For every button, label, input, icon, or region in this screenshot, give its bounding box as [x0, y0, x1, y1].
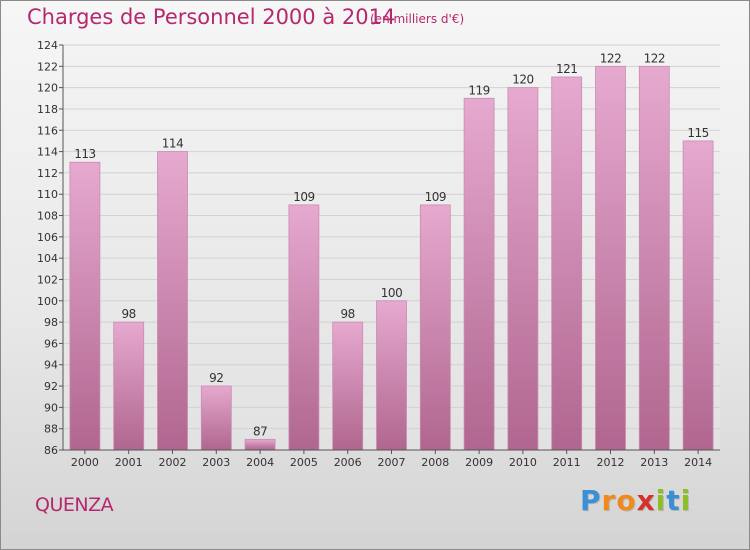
x-tick-label-2014: 2014 [684, 456, 712, 469]
bar-2003 [200, 385, 232, 451]
y-tick-label: 118 [37, 103, 58, 116]
bar-2005 [288, 204, 320, 451]
bar-2013 [638, 65, 670, 451]
data-label-2004: 87 [253, 424, 267, 438]
logo-letter: x [636, 484, 656, 517]
y-tick-label: 124 [37, 39, 58, 52]
chart-subtitle: (en milliers d'€) [370, 12, 465, 26]
x-tick-label-2008: 2008 [421, 456, 449, 469]
y-tick-label: 88 [44, 423, 58, 436]
bar-2007 [376, 300, 407, 451]
bars [69, 65, 714, 451]
logo-letter: t [666, 484, 681, 517]
y-tick-label: 86 [44, 444, 58, 457]
logo-letter: i [655, 484, 667, 517]
x-tick-label-2000: 2000 [71, 456, 99, 469]
logo-letter: r [601, 484, 617, 517]
y-tick-label: 114 [37, 146, 58, 159]
y-tick-label: 94 [44, 359, 58, 372]
y-axis: 86 88 90 92 94 96 98 100 102 104 106 108 110 112 114 11… [37, 39, 64, 457]
y-tick-label: 110 [37, 188, 58, 201]
x-tick-label-2010: 2010 [509, 456, 537, 469]
data-label-2010: 120 [512, 73, 533, 87]
data-labels: 113 98 114 92 87 109 98 100 109 119 120 121 122 122 11… [74, 51, 709, 438]
data-label-2013: 122 [644, 51, 665, 65]
chart-title: Charges de Personnel 2000 à 2014 [27, 5, 396, 29]
x-tick-label-2003: 2003 [202, 456, 230, 469]
bar-2010 [507, 87, 539, 451]
bar-2000 [69, 161, 101, 451]
y-tick-label: 106 [37, 231, 58, 244]
bar-2014 [682, 140, 714, 451]
y-tick-label: 104 [37, 252, 58, 265]
data-label-2012: 122 [600, 51, 621, 65]
x-axis: 2000 2001 2002 2003 2004 2005 2006 2007 2008 2009… [63, 449, 720, 469]
logo-letter: o [616, 484, 637, 517]
y-tick-label: 112 [37, 167, 58, 180]
y-tick-label: 92 [44, 380, 58, 393]
x-tick-label-2009: 2009 [465, 456, 493, 469]
bar-2004 [244, 438, 276, 451]
y-tick-label: 116 [37, 124, 58, 137]
data-label-2001: 98 [122, 307, 136, 321]
data-label-2014: 115 [687, 126, 708, 140]
x-tick-label-2001: 2001 [115, 456, 143, 469]
x-tick-label-2006: 2006 [334, 456, 362, 469]
data-label-2011: 121 [556, 62, 577, 76]
data-label-2008: 109 [425, 190, 446, 204]
bar-2006 [332, 321, 364, 451]
data-label-2003: 92 [209, 371, 223, 385]
bar-2002 [157, 151, 188, 451]
data-label-2000: 113 [74, 147, 95, 161]
y-tick-label: 102 [37, 273, 58, 286]
x-tick-label-2011: 2011 [553, 456, 581, 469]
bar-2009 [463, 97, 495, 451]
data-label-2002: 114 [162, 137, 183, 151]
data-label-2006: 98 [341, 307, 355, 321]
y-tick-label: 98 [44, 316, 58, 329]
data-label-2009: 119 [468, 83, 489, 97]
bar-2008 [419, 204, 451, 451]
bar-2001 [113, 321, 145, 451]
x-tick-label-2012: 2012 [597, 456, 625, 469]
data-label-2007: 100 [381, 286, 402, 300]
logo-letter: i [680, 484, 692, 517]
y-tick-label: 90 [44, 401, 58, 414]
y-tick-label: 122 [37, 60, 58, 73]
data-label-2005: 109 [293, 190, 314, 204]
logo-letter: P [580, 484, 602, 517]
y-tick-label: 120 [37, 82, 58, 95]
y-tick-label: 100 [37, 295, 58, 308]
y-tick-label: 96 [44, 337, 58, 350]
x-tick-label-2004: 2004 [246, 456, 274, 469]
bar-2012 [595, 65, 626, 451]
x-tick-label-2013: 2013 [640, 456, 668, 469]
x-tick-label-2007: 2007 [378, 456, 406, 469]
commune-name: QUENZA [35, 494, 114, 516]
proxiti-logo: Proxiti [580, 484, 691, 517]
x-tick-label-2002: 2002 [159, 456, 187, 469]
x-tick-label-2005: 2005 [290, 456, 318, 469]
y-tick-label: 108 [37, 210, 58, 223]
bar-2011 [551, 76, 583, 451]
